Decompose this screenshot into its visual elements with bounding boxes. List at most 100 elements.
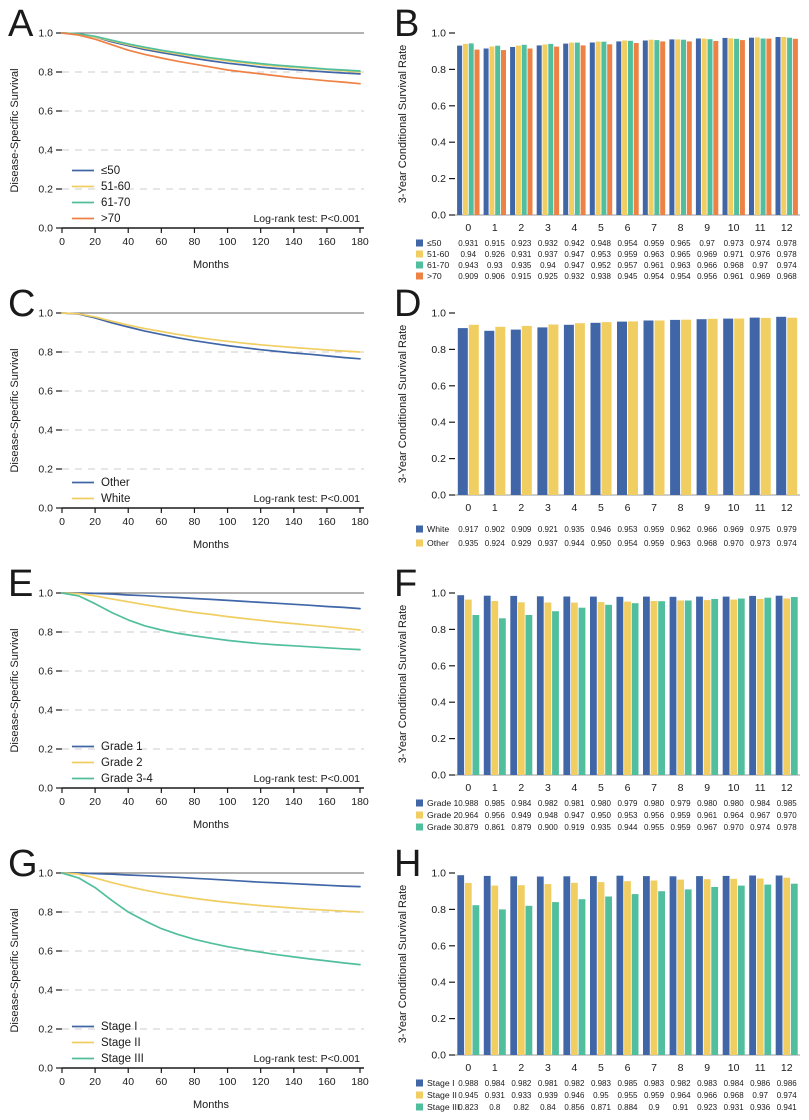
svg-text:5: 5 xyxy=(598,502,604,514)
bar-series-white xyxy=(457,316,787,495)
svg-text:0.983: 0.983 xyxy=(591,1079,612,1088)
legend-swatch-grade-3 xyxy=(416,823,423,831)
logrank-annotation: Log-rank test: P<0.001 xyxy=(253,773,360,785)
legend-row-label: >70 xyxy=(427,271,442,280)
svg-text:0.6: 0.6 xyxy=(38,106,53,118)
svg-text:80: 80 xyxy=(189,516,201,528)
svg-text:0.985: 0.985 xyxy=(777,799,798,808)
svg-text:60: 60 xyxy=(155,516,167,528)
svg-text:60: 60 xyxy=(155,1076,167,1088)
svg-text:0.941: 0.941 xyxy=(777,1103,798,1112)
svg-text:0.980: 0.980 xyxy=(591,799,612,808)
svg-text:3: 3 xyxy=(545,782,551,794)
bar-series-grade-3 xyxy=(472,597,798,775)
svg-text:0.954: 0.954 xyxy=(644,272,665,280)
svg-text:120: 120 xyxy=(252,516,270,528)
svg-text:0.949: 0.949 xyxy=(511,811,532,820)
legend-label-51-60: 51-60 xyxy=(101,181,130,193)
legend-row-label: Other xyxy=(427,538,449,548)
svg-text:0.984: 0.984 xyxy=(724,1079,745,1088)
svg-text:160: 160 xyxy=(318,796,336,808)
x-category-labels: 0 1 2 3 4 5 6 7 8 9 10 11 12 xyxy=(465,222,792,234)
svg-text:0.975: 0.975 xyxy=(750,525,771,534)
svg-text:0.925: 0.925 xyxy=(538,272,559,280)
bar-series-50 xyxy=(457,37,781,216)
x-axis: 0 20 40 60 80 100 120 140 160 180 xyxy=(59,1067,369,1088)
svg-text:0.945: 0.945 xyxy=(617,272,638,280)
y-axis-label: 3-Year Conditional Survival Rate xyxy=(397,45,409,204)
svg-text:0.966: 0.966 xyxy=(697,261,718,270)
svg-text:0.963: 0.963 xyxy=(671,261,692,270)
svg-text:20: 20 xyxy=(89,516,101,528)
bar-series-stage-i xyxy=(457,875,783,1055)
svg-text:0.943: 0.943 xyxy=(458,261,479,270)
svg-text:0.0: 0.0 xyxy=(431,490,446,502)
svg-text:4: 4 xyxy=(572,502,578,514)
svg-text:1.0: 1.0 xyxy=(431,28,446,40)
svg-text:6: 6 xyxy=(625,782,631,794)
legend-row-grade-1: Grade 1 0.988 0.985 0.984 0.982 0.981 0.980 0.9… xyxy=(416,798,797,808)
svg-text:2: 2 xyxy=(518,1062,524,1074)
svg-text:0.944: 0.944 xyxy=(564,539,585,548)
y-axis: 0.0 0.2 0.4 0.6 0.8 1.0 xyxy=(38,308,62,515)
svg-text:0.93: 0.93 xyxy=(487,261,503,270)
svg-text:0.970: 0.970 xyxy=(724,823,745,832)
svg-text:10: 10 xyxy=(728,502,740,514)
svg-text:7: 7 xyxy=(651,222,657,234)
svg-text:0.944: 0.944 xyxy=(617,823,638,832)
svg-text:0.974: 0.974 xyxy=(750,239,771,248)
svg-text:0.942: 0.942 xyxy=(564,239,585,248)
svg-text:0.946: 0.946 xyxy=(591,525,612,534)
svg-text:0.82: 0.82 xyxy=(514,1103,530,1112)
logrank-annotation: Log-rank test: P<0.001 xyxy=(253,1053,360,1065)
svg-text:0.984: 0.984 xyxy=(750,799,771,808)
legend-row-other: Other 0.935 0.924 0.929 0.937 0.944 0.950 0.954… xyxy=(416,538,797,548)
svg-text:0.963: 0.963 xyxy=(671,539,692,548)
svg-text:0: 0 xyxy=(59,236,65,248)
svg-text:80: 80 xyxy=(189,236,201,248)
svg-text:8: 8 xyxy=(678,222,684,234)
svg-text:1.0: 1.0 xyxy=(431,308,446,320)
svg-text:0.954: 0.954 xyxy=(617,539,638,548)
svg-text:0.961: 0.961 xyxy=(724,272,745,280)
legend-label-stage-ii: Stage II xyxy=(101,1037,141,1049)
svg-text:0.981: 0.981 xyxy=(564,799,585,808)
svg-text:0.4: 0.4 xyxy=(38,145,53,157)
legend-label-stage-iii: Stage III xyxy=(101,1053,144,1065)
svg-text:160: 160 xyxy=(318,236,336,248)
svg-text:9: 9 xyxy=(704,782,710,794)
gridlines xyxy=(62,911,364,1030)
svg-text:0.947: 0.947 xyxy=(564,261,585,270)
svg-text:0: 0 xyxy=(59,516,65,528)
svg-text:0.4: 0.4 xyxy=(38,425,53,437)
svg-text:140: 140 xyxy=(285,516,303,528)
km-curve-grade-3-4 xyxy=(61,592,361,651)
legend-row-label: 51-60 xyxy=(427,249,449,259)
svg-text:0.94: 0.94 xyxy=(460,250,476,259)
svg-text:0.947: 0.947 xyxy=(564,250,585,259)
svg-text:9: 9 xyxy=(704,1062,710,1074)
legend-swatch-stage-i xyxy=(416,1079,423,1087)
svg-text:0.931: 0.931 xyxy=(511,250,532,259)
panel-c-chart: 0.0 0.2 0.4 0.6 0.8 1.0 0 20 40 60 80 100 120 140 160 1… xyxy=(8,283,369,551)
svg-text:0.969: 0.969 xyxy=(724,525,745,534)
panel-letter: F xyxy=(394,563,417,605)
svg-text:4: 4 xyxy=(572,782,578,794)
svg-text:1: 1 xyxy=(492,502,498,514)
panel-letter: G xyxy=(8,843,38,885)
svg-text:0.97: 0.97 xyxy=(752,261,768,270)
svg-text:0.967: 0.967 xyxy=(750,811,771,820)
svg-text:180: 180 xyxy=(351,236,369,248)
svg-text:0.0: 0.0 xyxy=(38,1063,53,1075)
svg-text:6: 6 xyxy=(625,222,631,234)
panel-b-bar-age: 0.0 0.2 0.4 0.6 0.8 1.0 0 1 2 3 4 5 6 7 8 9 10 11 12 3-Year… xyxy=(390,0,809,280)
legend-swatch-white xyxy=(416,525,423,533)
svg-text:100: 100 xyxy=(219,516,237,528)
svg-text:0.980: 0.980 xyxy=(697,799,718,808)
svg-text:0.2: 0.2 xyxy=(431,733,446,745)
legend-swatch-70 xyxy=(416,272,423,280)
legend-swatch-stage-ii xyxy=(416,1091,423,1099)
svg-text:0.961: 0.961 xyxy=(697,811,718,820)
svg-text:0.984: 0.984 xyxy=(511,799,532,808)
